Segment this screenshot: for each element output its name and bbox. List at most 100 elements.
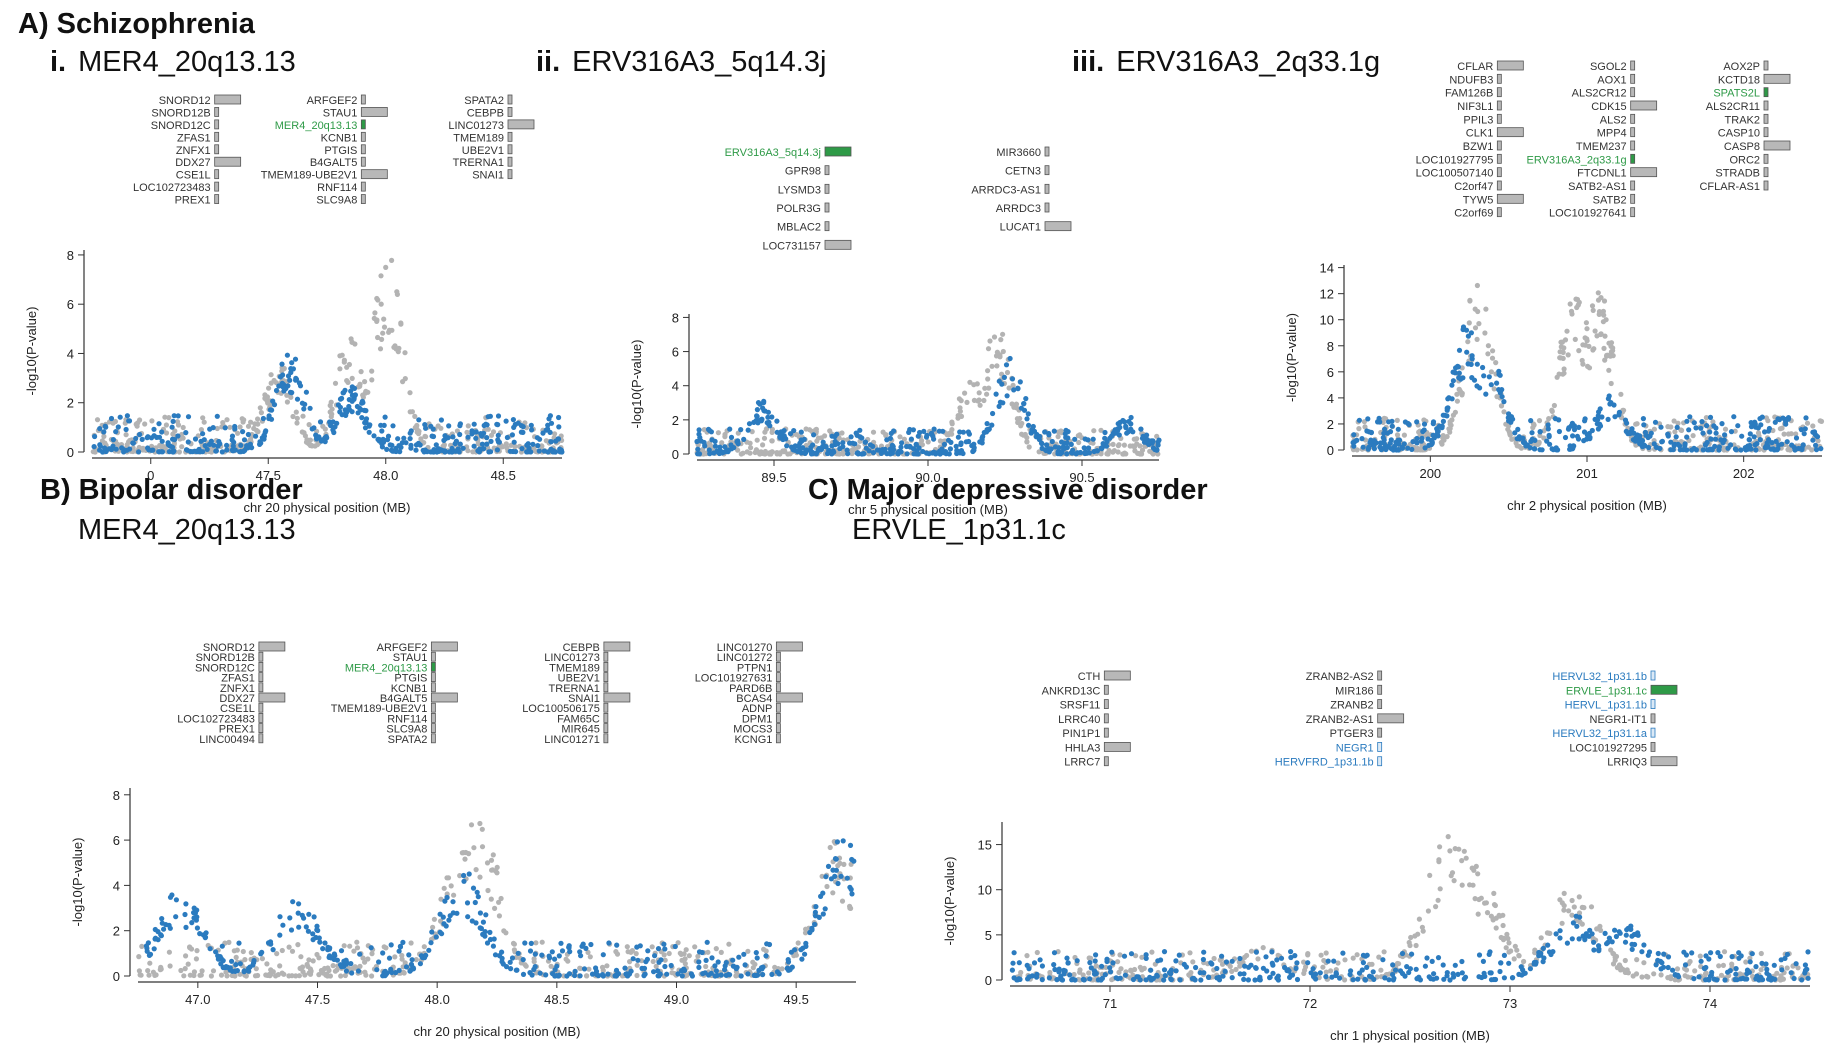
- gene-label: ALS2: [1600, 114, 1627, 126]
- data-point: [170, 418, 176, 424]
- panel-name-b: MER4_20q13.13: [78, 514, 296, 546]
- data-point: [715, 449, 721, 455]
- data-point: [215, 956, 221, 962]
- gene-label: HERVL_1p31.1b: [1565, 700, 1647, 712]
- data-point: [623, 971, 629, 977]
- data-point: [907, 443, 913, 449]
- data-point: [1161, 967, 1168, 973]
- data-point: [355, 384, 361, 390]
- data-point: [781, 449, 787, 455]
- data-point: [1569, 897, 1575, 904]
- data-point: [1710, 419, 1716, 425]
- data-point: [689, 973, 696, 979]
- data-point: [183, 924, 189, 931]
- data-point: [251, 960, 257, 966]
- gene-box: [775, 641, 803, 652]
- data-point: [1613, 933, 1619, 940]
- data-point: [485, 414, 491, 420]
- x-tick-label: 74: [1703, 996, 1717, 1011]
- gene-label: ZRANB2-AS1: [1306, 714, 1374, 726]
- data-point: [1241, 976, 1247, 983]
- data-point: [662, 957, 668, 963]
- data-point: [1738, 447, 1744, 453]
- data-point: [641, 965, 648, 972]
- data-point: [1409, 446, 1415, 452]
- gene-label: KCNB1: [321, 132, 358, 144]
- data-point: [512, 443, 518, 450]
- data-point: [389, 969, 395, 976]
- data-point: [1214, 965, 1220, 972]
- gene-box: [1650, 699, 1656, 709]
- data-point: [1488, 369, 1494, 375]
- data-point: [1382, 426, 1388, 432]
- data-point: [1206, 974, 1212, 981]
- data-point: [1546, 434, 1552, 440]
- data-point: [823, 874, 829, 880]
- data-point: [210, 968, 217, 974]
- data-point: [713, 968, 720, 974]
- data-point: [1733, 971, 1739, 977]
- panel-label-aiii: iii.: [1072, 46, 1105, 78]
- data-point: [1476, 321, 1482, 327]
- data-point: [441, 437, 447, 443]
- data-point: [799, 956, 805, 962]
- data-point: [166, 415, 172, 421]
- gene-box: [775, 672, 781, 682]
- data-point: [193, 956, 199, 962]
- data-point: [378, 301, 384, 307]
- data-point: [413, 447, 419, 453]
- data-point: [477, 910, 483, 916]
- data-point: [703, 957, 709, 964]
- data-point: [543, 972, 549, 978]
- data-point: [1498, 960, 1504, 966]
- data-point: [792, 947, 798, 953]
- data-point: [447, 913, 453, 919]
- gene-box: [824, 202, 830, 213]
- data-point: [1011, 950, 1017, 956]
- data-point: [1451, 878, 1457, 884]
- data-point: [1065, 435, 1071, 441]
- data-point: [794, 432, 800, 438]
- data-point: [1606, 367, 1612, 373]
- data-point: [1668, 439, 1674, 445]
- data-point: [948, 439, 954, 445]
- data-point: [566, 943, 572, 949]
- data-point: [1785, 416, 1791, 422]
- data-point: [1321, 957, 1327, 964]
- data-point: [357, 963, 363, 970]
- data-point: [1069, 977, 1075, 983]
- data-point: [1558, 355, 1564, 361]
- data-point: [1051, 962, 1057, 968]
- gene-box: [1650, 727, 1656, 738]
- data-point: [202, 935, 208, 941]
- data-point: [287, 915, 293, 921]
- data-point: [1605, 416, 1611, 422]
- data-point: [1016, 960, 1022, 966]
- data-point: [1331, 958, 1337, 964]
- data-point: [1623, 428, 1629, 434]
- data-point: [1655, 950, 1661, 957]
- gene-box: [430, 672, 436, 682]
- data-point: [1488, 913, 1494, 919]
- gene-label: AOX1: [1597, 74, 1626, 86]
- data-point: [1466, 320, 1472, 326]
- data-point: [1051, 950, 1058, 956]
- data-point: [1058, 973, 1064, 980]
- data-point: [1623, 932, 1629, 938]
- data-point: [1386, 419, 1392, 425]
- data-point: [1381, 441, 1387, 447]
- data-point: [1030, 423, 1036, 430]
- data-point: [1577, 919, 1583, 925]
- data-point: [1422, 445, 1428, 451]
- data-point: [531, 959, 537, 965]
- data-point: [1436, 859, 1442, 865]
- gene-box: [430, 662, 436, 672]
- data-point: [1565, 426, 1572, 432]
- data-point: [491, 936, 497, 942]
- data-point: [1756, 977, 1762, 983]
- data-point: [1572, 336, 1578, 342]
- data-point: [1069, 450, 1075, 456]
- data-point: [1105, 451, 1111, 457]
